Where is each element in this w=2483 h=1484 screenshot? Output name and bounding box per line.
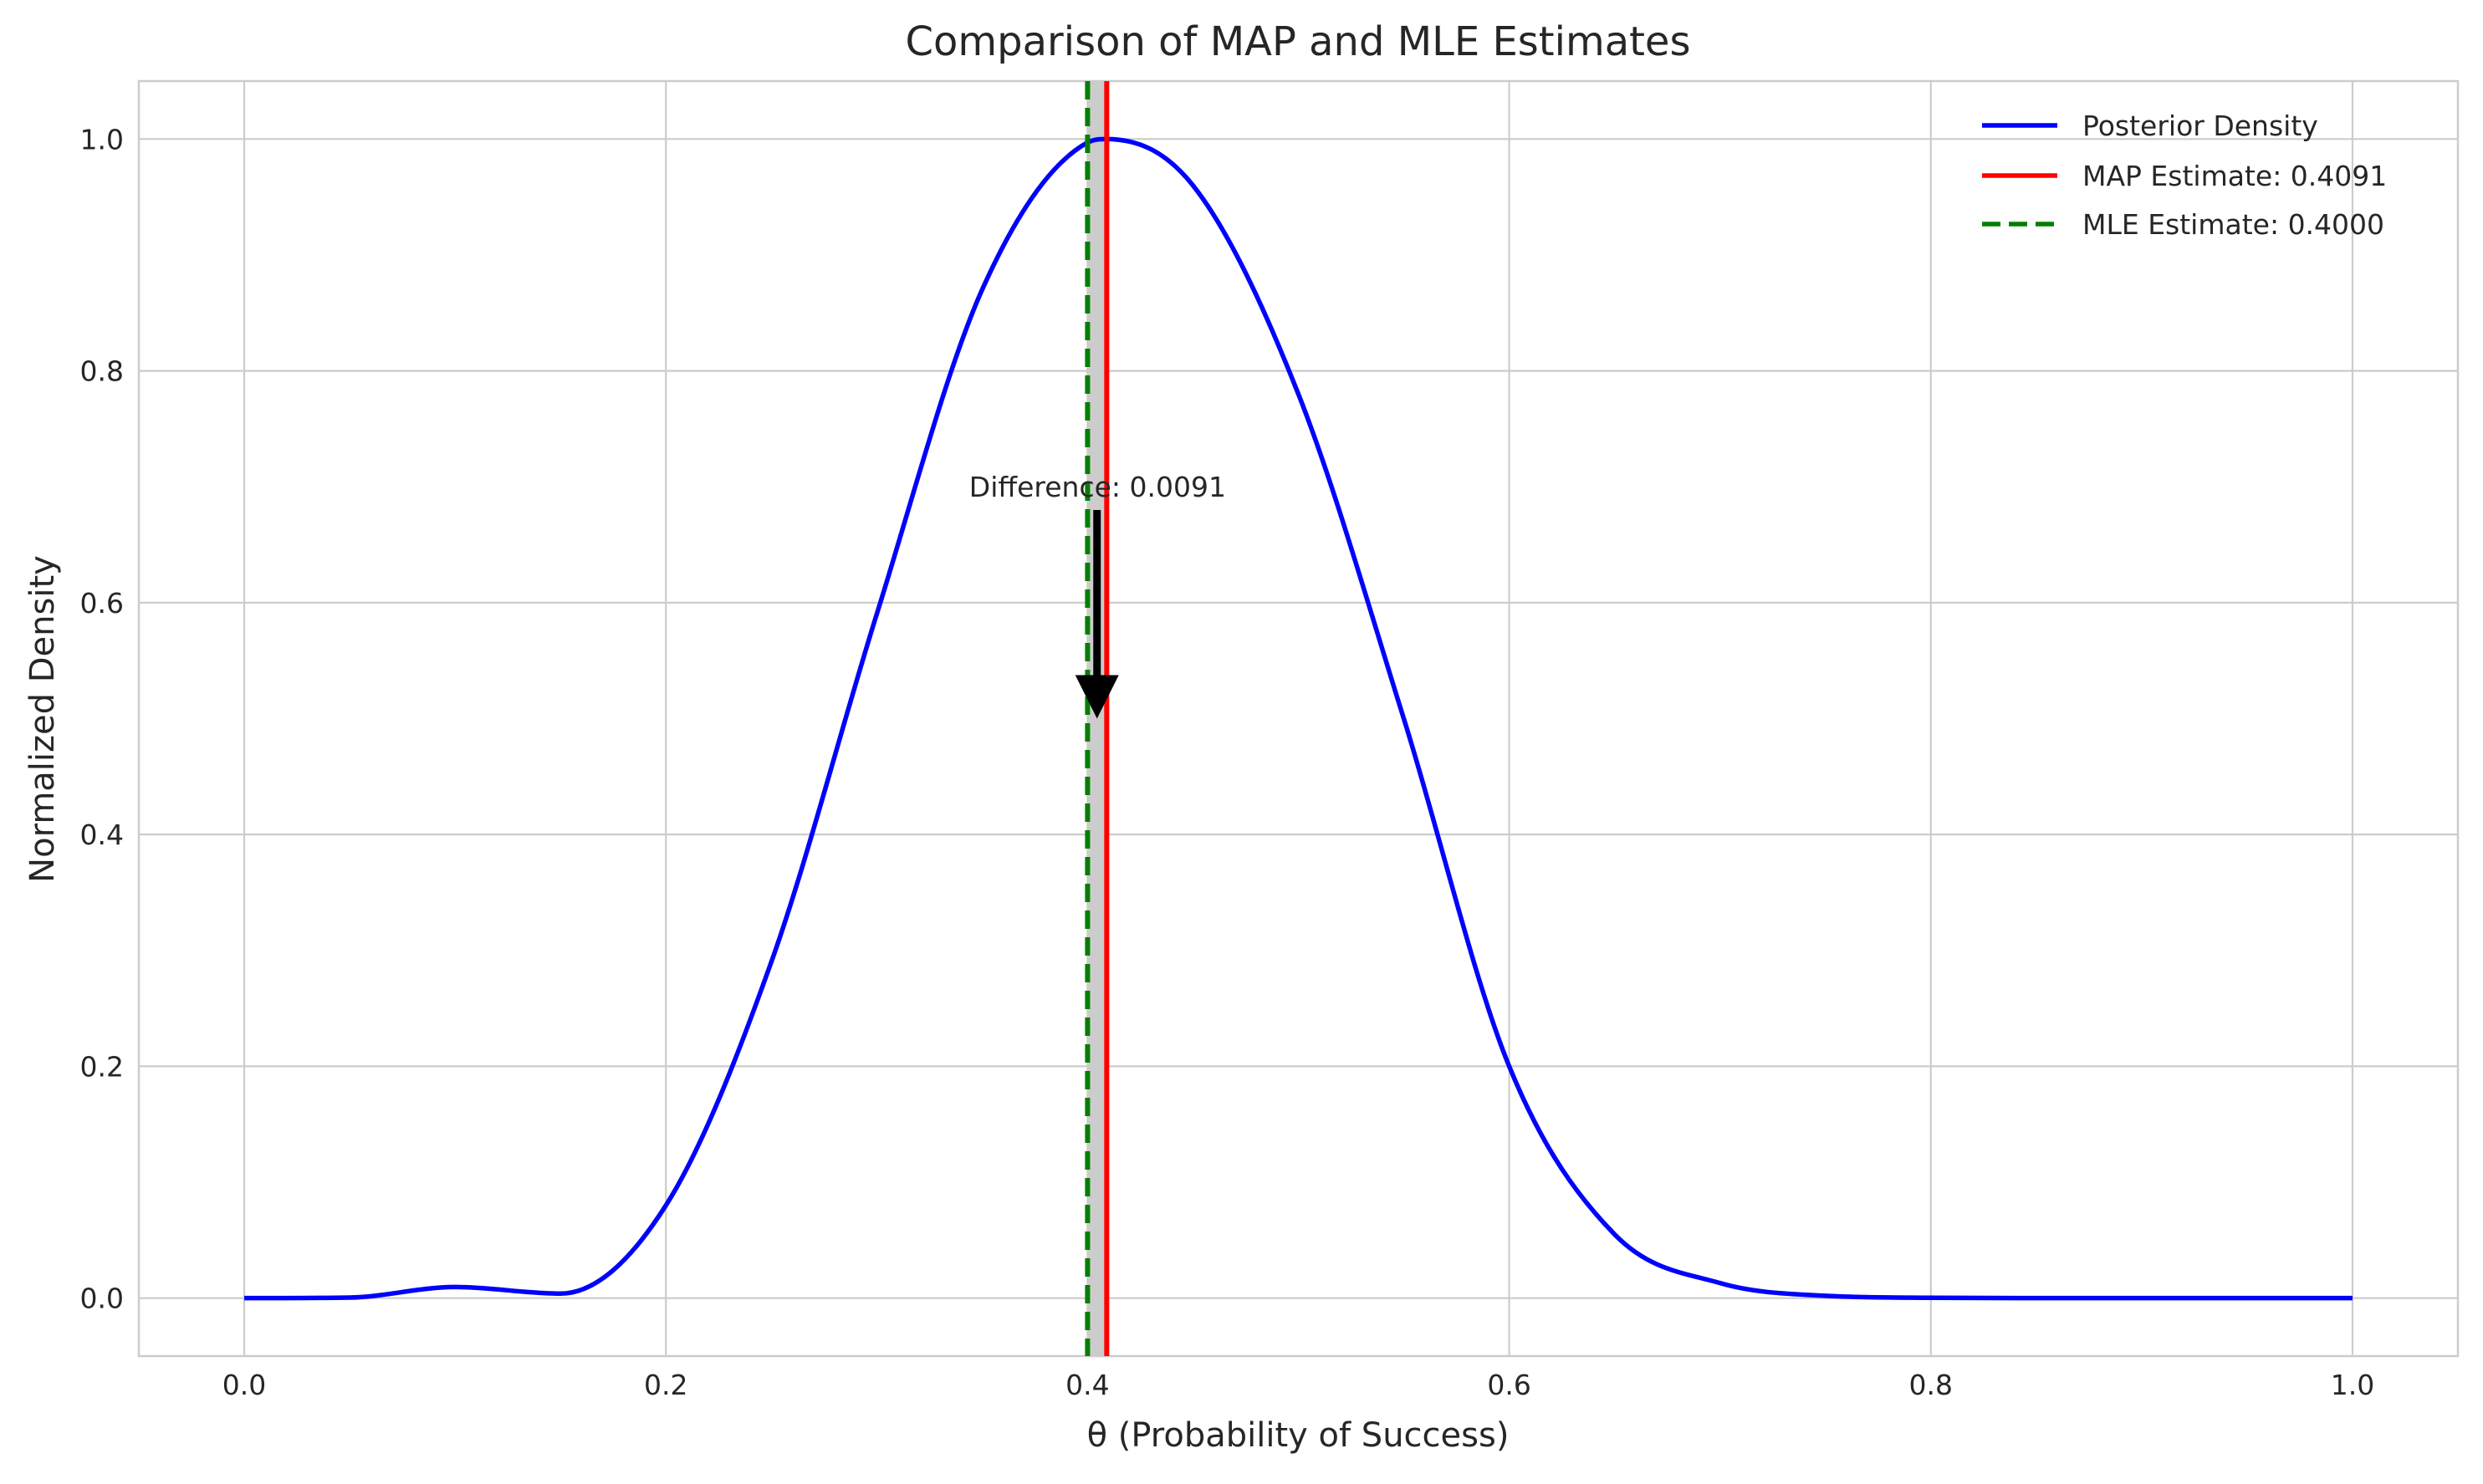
plot-area [137,79,2460,1358]
x-tick-labels: 0.0 0.2 0.4 0.6 0.8 1.0 [222,1369,2374,1401]
annotation-group: Difference: 0.0091 [969,471,1226,719]
difference-shaded-region [1087,81,1107,1356]
posterior-density-line [244,136,2353,1301]
y-tick-label: 0.2 [80,1050,124,1083]
legend-label-posterior: Posterior Density [2082,110,2318,142]
difference-annotation-text: Difference: 0.0091 [969,471,1226,503]
y-tick-label: 0.6 [80,587,124,620]
x-tick-label: 0.0 [222,1369,266,1401]
legend-label-mle: MLE Estimate: 0.4000 [2082,208,2384,241]
x-tick-label: 0.4 [1065,1369,1109,1401]
x-tick-label: 0.8 [1909,1369,1953,1401]
chart-title: Comparison of MAP and MLE Estimates [906,18,1691,65]
legend-label-map: MAP Estimate: 0.4091 [2082,160,2387,192]
x-tick-label: 0.6 [1487,1369,1530,1401]
y-tick-label: 1.0 [80,123,124,156]
y-tick-label: 0.4 [80,818,124,851]
x-tick-label: 0.2 [644,1369,687,1401]
x-tick-label: 1.0 [2331,1369,2374,1401]
difference-arrow-head [1075,675,1119,719]
y-tick-labels: 0.0 0.2 0.4 0.6 0.8 1.0 [80,123,124,1314]
y-axis-label: Normalized Density [23,555,62,883]
x-axis-label: θ (Probability of Success) [1087,1416,1510,1455]
y-tick-label: 0.8 [80,355,124,388]
legend: Posterior Density MAP Estimate: 0.4091 M… [1982,110,2387,241]
y-tick-label: 0.0 [80,1283,124,1315]
